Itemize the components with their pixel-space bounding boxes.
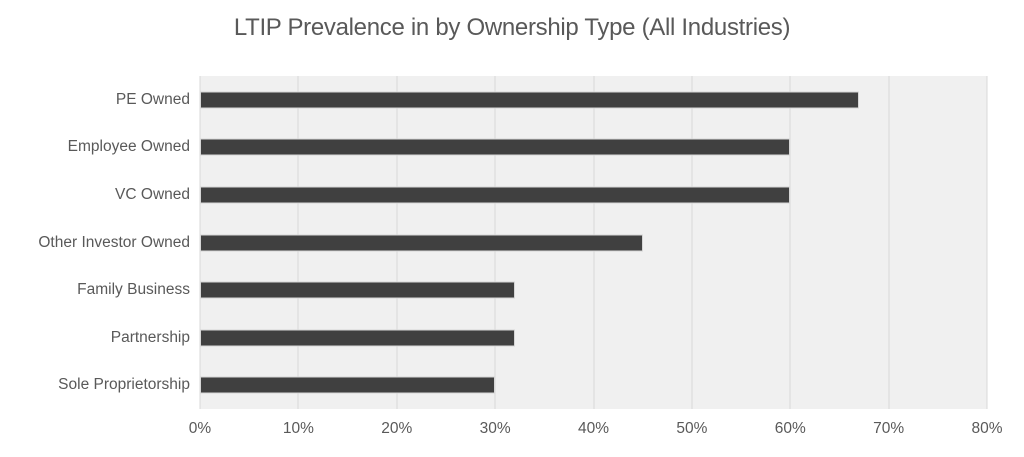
bar-sole-proprietorship xyxy=(200,376,496,394)
x-tick-label-0-: 0% xyxy=(188,420,212,437)
bar-pe-owned xyxy=(200,91,860,109)
gridline-80- xyxy=(986,76,988,409)
value-axis-labels: 0% 10% 20% 30% 40% 50% 60% 70% 80% xyxy=(189,420,1003,442)
category-label-sole-proprietorship: Sole Proprietorship xyxy=(58,376,190,394)
gridline-50- xyxy=(691,76,693,409)
category-label-employee-owned: Employee Owned xyxy=(67,138,190,156)
x-tick-label-70-: 70% xyxy=(873,420,905,437)
category-axis-labels: PE Owned Employee Owned VC Owned Other Inve… xyxy=(0,76,190,409)
category-label-pe-owned: PE Owned xyxy=(115,90,190,108)
x-tick-label-20-: 20% xyxy=(381,420,413,437)
bar-family-business xyxy=(200,281,515,299)
plot-area xyxy=(199,76,988,409)
bar-other-investor-owned xyxy=(200,234,643,251)
bar-partnership xyxy=(200,329,515,347)
x-tick-label-30-: 30% xyxy=(479,420,511,437)
category-label-vc-owned: VC Owned xyxy=(115,185,190,203)
x-tick-label-60-: 60% xyxy=(774,420,806,437)
x-tick-label-40-: 40% xyxy=(577,420,610,437)
category-label-family-business: Family Business xyxy=(77,281,190,299)
chart-title: LTIP Prevalence in by Ownership Type (Al… xyxy=(233,14,791,41)
bar-vc-owned xyxy=(200,186,791,204)
gridline-70- xyxy=(888,76,890,409)
x-tick-label-10-: 10% xyxy=(282,420,314,437)
x-tick-label-50-: 50% xyxy=(676,420,708,437)
gridline-60- xyxy=(789,76,791,409)
x-tick-label-80-: 80% xyxy=(971,420,1003,437)
category-label-partnership: Partnership xyxy=(110,328,190,346)
category-label-other-investor-owned: Other Investor Owned xyxy=(38,233,190,251)
bar-employee-owned xyxy=(200,138,791,156)
